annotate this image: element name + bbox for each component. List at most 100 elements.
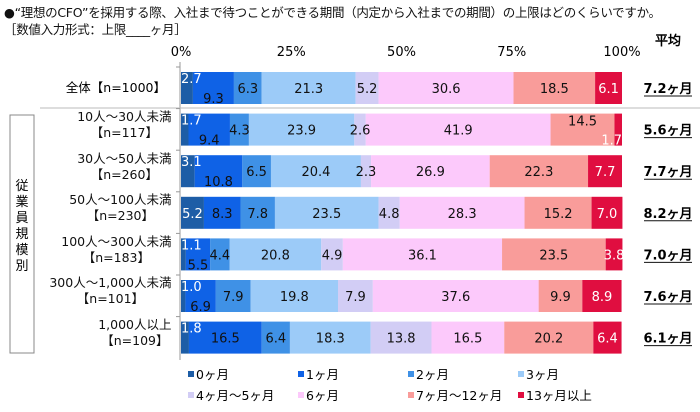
legend-swatch <box>298 392 304 398</box>
legend-swatch <box>298 371 304 377</box>
bar-segment <box>524 196 592 229</box>
row-label: 1,000人以上【n=109】 <box>98 317 172 348</box>
bar-segment <box>250 280 338 312</box>
bar-segment <box>605 238 623 271</box>
legend-label: 1ヶ月 <box>306 367 339 382</box>
data-label: 21.3 <box>294 82 323 97</box>
data-label: 7.0 <box>597 207 618 222</box>
average-value: 7.2ヶ月 <box>643 82 692 97</box>
data-label: 8.3 <box>212 207 233 222</box>
group-label-char: 規 <box>15 227 28 242</box>
data-label: 1.1 <box>181 238 202 253</box>
data-label: 9.4 <box>199 134 220 149</box>
data-label: 6.9 <box>190 300 211 315</box>
legend-swatch <box>518 371 524 377</box>
data-label: 19.8 <box>280 290 309 305</box>
bar-segment <box>194 155 243 188</box>
data-label: 18.5 <box>540 82 569 97</box>
bar-segment <box>270 155 361 188</box>
bar-segment <box>215 280 251 312</box>
legend-swatch <box>408 371 414 377</box>
data-label: 7.9 <box>223 290 244 305</box>
group-label-char: 業 <box>15 194 28 210</box>
average-value: 7.6ヶ月 <box>643 290 692 305</box>
data-label: 9.3 <box>203 92 224 107</box>
data-label: 3.8 <box>604 248 625 263</box>
bar-segment <box>181 196 204 229</box>
bar-segment <box>591 196 623 229</box>
bar-segment <box>538 280 583 312</box>
data-label: 41.9 <box>444 124 473 139</box>
data-label: 23.9 <box>287 124 316 139</box>
average-value: 7.0ヶ月 <box>643 248 692 263</box>
bar-segment <box>337 280 373 312</box>
data-label: 16.5 <box>453 332 482 347</box>
data-label: 15.2 <box>544 207 573 222</box>
bar-segment <box>248 113 355 146</box>
data-label: 8.9 <box>592 290 613 305</box>
bar-segment <box>370 321 432 354</box>
data-label: 6.3 <box>237 82 258 97</box>
legend-label: 0ヶ月 <box>196 367 229 382</box>
row-label: 100人～300人未満【n=183】 <box>61 234 172 265</box>
data-label: 13.8 <box>387 332 416 347</box>
bar-segment <box>372 280 539 312</box>
data-label: 4.8 <box>379 207 400 222</box>
bar-segment <box>513 72 596 104</box>
bar-segment <box>181 113 189 146</box>
bar-segment <box>185 280 216 312</box>
average-value: 6.1ヶ月 <box>643 332 692 347</box>
bar-segment <box>181 155 195 188</box>
x-tick-label: 25% <box>277 45 306 60</box>
bar-segment <box>355 72 379 104</box>
data-label: 37.6 <box>441 290 470 305</box>
data-label: 28.3 <box>448 207 477 222</box>
bar-segment <box>188 321 262 354</box>
bar-segment <box>203 196 241 229</box>
data-label: 20.2 <box>534 332 563 347</box>
bar-segment <box>489 155 589 188</box>
row-label: 30人～50人未満【n=260】 <box>77 151 172 182</box>
bar-segment <box>242 155 271 188</box>
bar-segment <box>192 72 234 104</box>
bar-segment <box>588 155 622 188</box>
data-label: 20.4 <box>301 165 330 180</box>
group-label-char: 模 <box>15 243 28 258</box>
legend-label: 2ヶ月 <box>416 367 449 382</box>
bar-segment <box>378 72 514 104</box>
bar-segment <box>582 280 622 312</box>
bar-segment <box>229 238 322 271</box>
bar-segment <box>274 196 379 229</box>
bar-segment <box>181 72 193 104</box>
data-label: 1.7 <box>601 134 622 149</box>
x-tick-label: 0% <box>171 45 192 60</box>
bar-segment <box>360 155 372 188</box>
x-tick-label: 50% <box>387 45 416 60</box>
bar-segment <box>342 238 503 271</box>
bar-segment <box>431 321 505 354</box>
bar-segment <box>185 238 211 271</box>
data-label: 6.5 <box>246 165 267 180</box>
bar-segment <box>399 196 525 229</box>
bar-segment <box>181 321 189 354</box>
group-label-char: 従 <box>15 179 28 194</box>
legend-label: 4ヶ月～5ヶ月 <box>196 388 274 403</box>
data-label: 1.0 <box>181 280 202 295</box>
bar-segment <box>595 72 622 104</box>
data-label: 5.2 <box>357 82 378 97</box>
legend-label: 6ヶ月 <box>306 388 339 403</box>
row-label: 10人～30人未満【n=117】 <box>77 109 172 140</box>
data-label: 4.9 <box>322 248 343 263</box>
data-label: 5.2 <box>182 207 203 222</box>
row-label: 50人～100人未満【n=230】 <box>69 192 172 223</box>
data-label: 2.6 <box>350 124 371 139</box>
data-label: 20.8 <box>261 248 290 263</box>
bar-segment <box>181 238 186 271</box>
data-label: 26.9 <box>416 165 445 180</box>
data-label: 6.4 <box>265 332 286 347</box>
chart-subtitle: ［数値入力形式：上限____ヶ月］ <box>4 22 187 37</box>
data-label: 6.1 <box>598 82 619 97</box>
bar-segment <box>504 321 594 354</box>
legend-swatch <box>408 392 414 398</box>
